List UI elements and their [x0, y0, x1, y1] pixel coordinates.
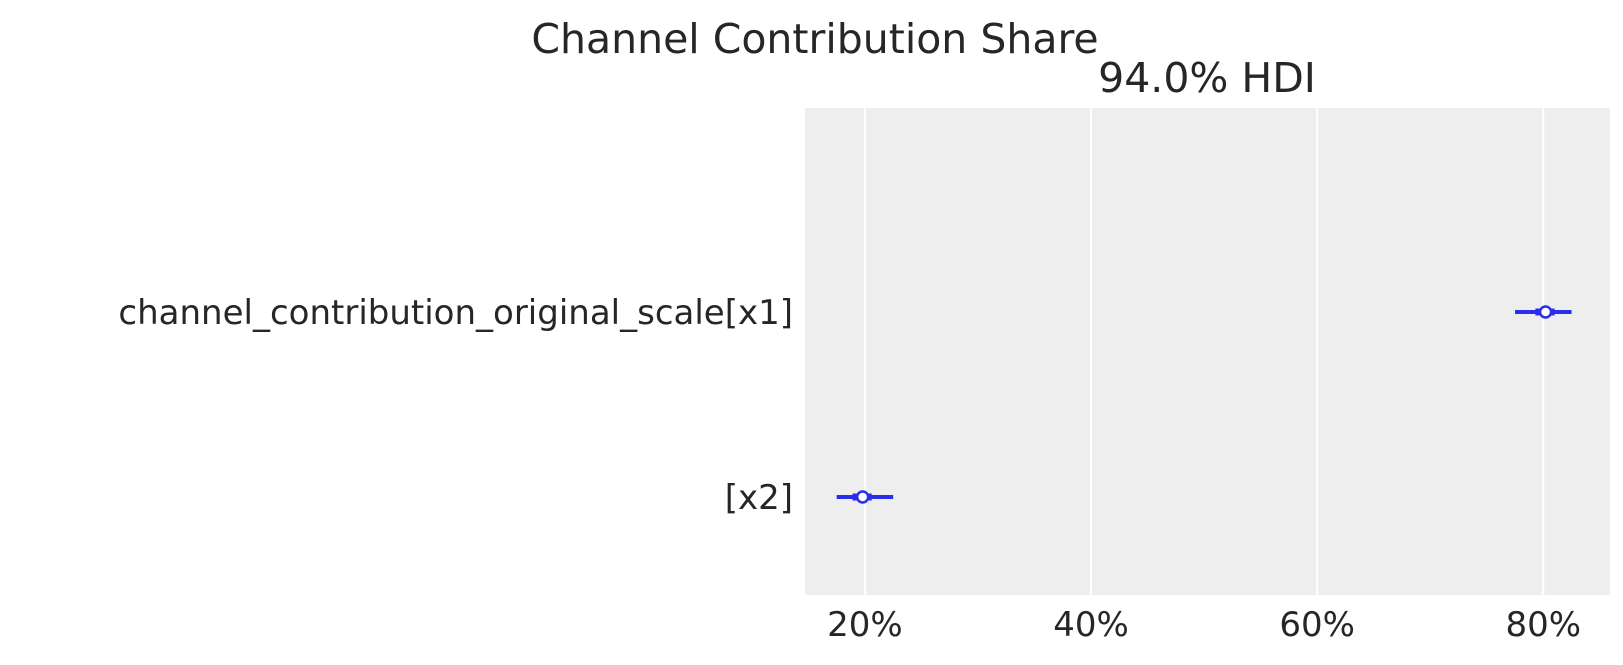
median-point: [1538, 305, 1553, 319]
median-point: [855, 490, 870, 504]
chart-title: Channel Contribution Share: [531, 15, 1098, 63]
x-tick-label: 80%: [1506, 605, 1582, 645]
plot-area: [805, 108, 1610, 595]
chart-subtitle: 94.0% HDI: [1098, 54, 1316, 102]
x-tick-label: 20%: [827, 605, 903, 645]
row-label: [x2]: [725, 478, 793, 518]
x-tick-label: 40%: [1053, 605, 1129, 645]
row-label: channel_contribution_original_scale[x1]: [118, 293, 793, 333]
x-tick-label: 60%: [1279, 605, 1355, 645]
